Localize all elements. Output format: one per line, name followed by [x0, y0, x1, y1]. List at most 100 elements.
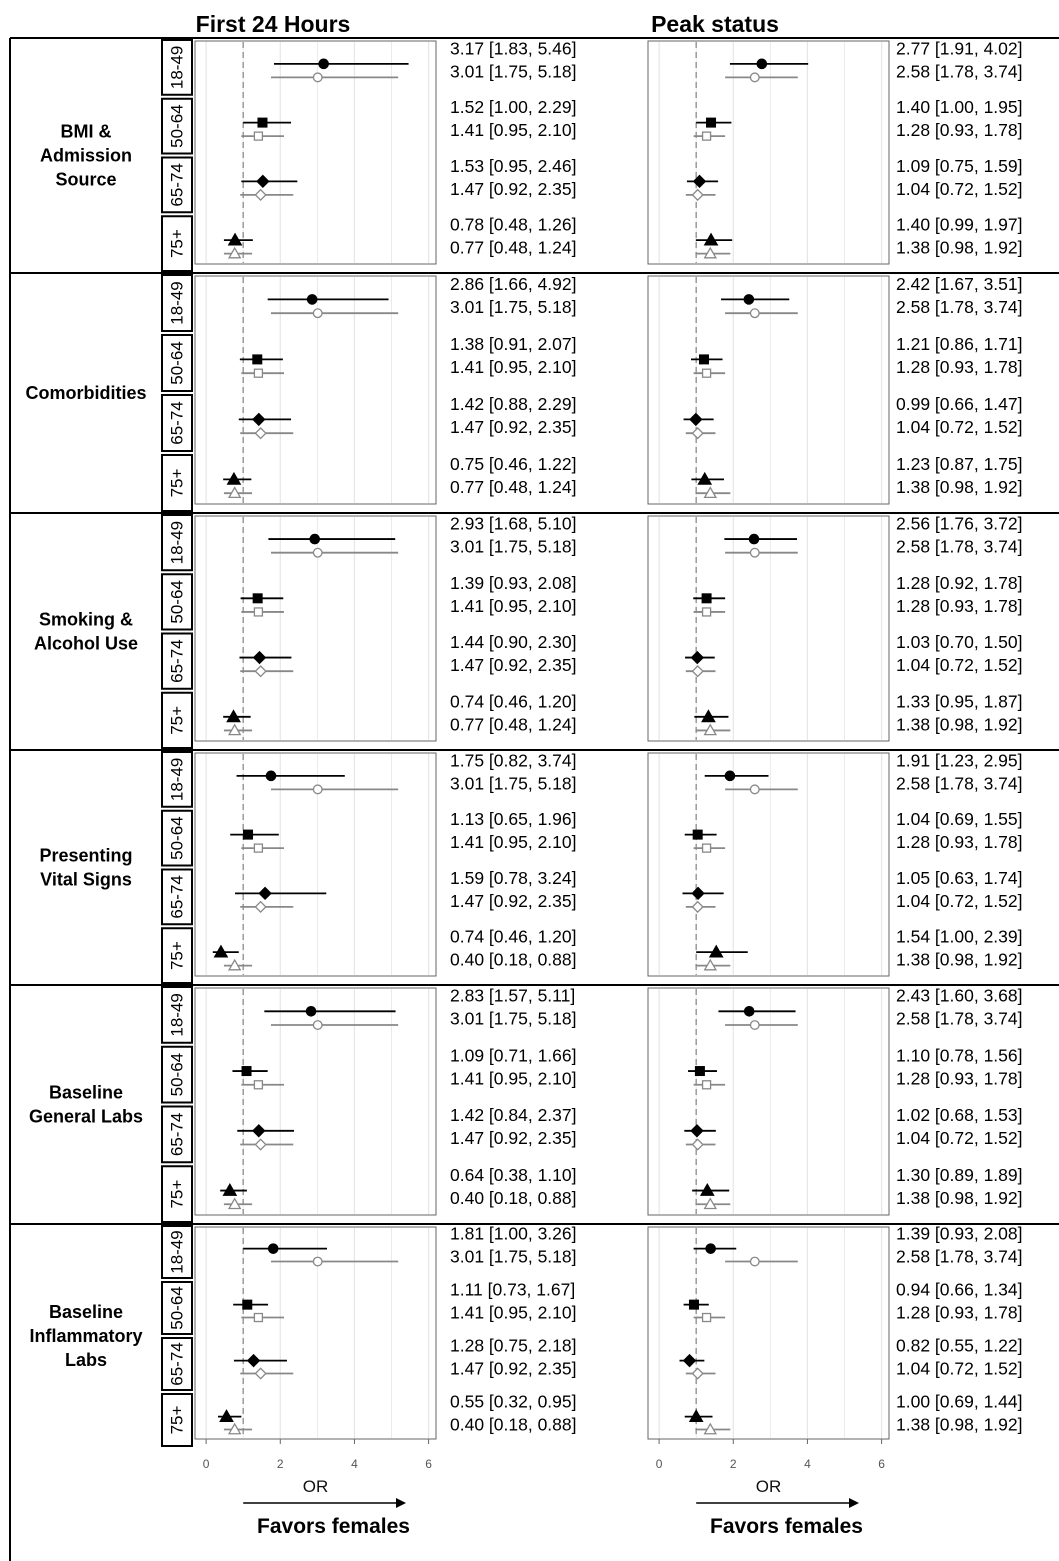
unadjusted-diamond-marker — [254, 665, 267, 678]
group-label: Baseline Inflammatory Labs — [29, 1302, 142, 1370]
adjusted-estimate-label: 1.28 [0.92, 1.78] — [896, 573, 1023, 593]
unadjusted-square-marker — [253, 1312, 264, 1323]
forest-row-18-49: 1.81 [1.00, 3.26] 3.01 [1.75, 5.18] — [243, 1224, 577, 1267]
adjusted-diamond-marker — [256, 174, 270, 189]
adjusted-square-marker — [241, 1066, 252, 1077]
adjusted-estimate-label: 1.42 [0.84, 2.37] — [450, 1105, 577, 1125]
panel-group-presenting-vital-signs: 1.75 [0.82, 3.74] 3.01 [1.75, 5.18] 1.13 [… — [194, 750, 577, 977]
forest-row-18-49: 2.56 [1.76, 3.72] 2.58 [1.78, 3.74] — [724, 514, 1023, 558]
unadjusted-estimate-label: 1.47 [0.92, 2.35] — [450, 655, 577, 675]
adjusted-circle-marker — [265, 770, 277, 782]
panel-title-first-24-hours: First 24 Hours — [196, 11, 351, 37]
forest-row-50-64: 1.21 [0.86, 1.71] 1.28 [0.93, 1.78] — [691, 334, 1023, 378]
unadjusted-circle-marker — [312, 784, 323, 795]
age-strip-label: 65-74 — [168, 639, 187, 682]
age-strip-label: 75+ — [168, 706, 187, 735]
adjusted-square-marker — [242, 1299, 253, 1310]
plot-panel-border — [647, 515, 890, 742]
unadjusted-diamond-marker — [691, 900, 704, 913]
adjusted-square-marker — [694, 1066, 705, 1077]
adjusted-square-marker — [706, 117, 717, 128]
x-tick-label: 2 — [730, 1457, 737, 1471]
group-label-line: Baseline — [49, 1083, 123, 1103]
age-strip-box — [161, 868, 193, 926]
panel-group-bmi-admission-source: 3.17 [1.83, 5.46] 3.01 [1.75, 5.18] 1.52 [… — [194, 38, 577, 265]
x-axis-label: OR — [303, 1477, 329, 1496]
adjusted-estimate-label: 1.09 [0.71, 1.66] — [450, 1045, 577, 1065]
panel-group-bmi-admission-source: 2.77 [1.91, 4.02] 2.58 [1.78, 3.74] 1.40 [… — [647, 38, 1023, 265]
unadjusted-estimate-label: 2.58 [1.78, 3.74] — [896, 1247, 1023, 1267]
forest-row-18-49: 1.75 [0.82, 3.74] 3.01 [1.75, 5.18] — [236, 750, 577, 795]
age-strip-box — [161, 809, 193, 867]
unadjusted-estimate-label: 2.58 [1.78, 3.74] — [896, 537, 1023, 557]
forest-row-65-74: 0.82 [0.55, 1.22] 1.04 [0.72, 1.52] — [679, 1336, 1023, 1380]
unadjusted-estimate-label: 1.47 [0.92, 2.35] — [450, 179, 577, 199]
unadjusted-estimate-label: 1.04 [0.72, 1.52] — [896, 1359, 1023, 1379]
x-axis-peak-status: 0 2 4 6 OR Favors females — [656, 1439, 885, 1538]
forest-row-65-74: 1.02 [0.68, 1.53] 1.04 [0.72, 1.52] — [684, 1105, 1023, 1151]
forest-row-65-74: 1.28 [0.75, 2.18] 1.47 [0.92, 2.35] — [233, 1336, 577, 1380]
adjusted-estimate-label: 2.77 [1.91, 4.02] — [896, 38, 1023, 58]
adjusted-circle-marker — [309, 533, 321, 545]
unadjusted-estimate-label: 0.40 [0.18, 0.88] — [450, 1415, 577, 1435]
age-strip-label: 50-64 — [168, 1053, 187, 1096]
panel-first-24-hours: 3.17 [1.83, 5.46] 3.01 [1.75, 5.18] 1.52 [… — [194, 38, 577, 1440]
forest-row-50-64: 1.39 [0.93, 2.08] 1.41 [0.95, 2.10] — [240, 573, 577, 617]
age-strip-label: 75+ — [168, 469, 187, 498]
forest-row-50-64: 1.10 [0.78, 1.56] 1.28 [0.93, 1.78] — [688, 1045, 1023, 1090]
unadjusted-diamond-marker — [254, 1367, 267, 1380]
favors-arrow-head — [849, 1498, 859, 1508]
forest-row-50-64: 1.11 [0.73, 1.67] 1.41 [0.95, 2.10] — [233, 1280, 577, 1323]
unadjusted-estimate-label: 1.41 [0.95, 2.10] — [450, 832, 577, 852]
unadjusted-triangle-marker — [227, 486, 242, 499]
adjusted-estimate-label: 1.00 [0.69, 1.44] — [896, 1392, 1023, 1412]
forest-row-50-64: 1.28 [0.92, 1.78] 1.28 [0.93, 1.78] — [693, 573, 1023, 617]
adjusted-estimate-label: 2.43 [1.60, 3.68] — [896, 986, 1023, 1006]
favors-females-label: Favors females — [257, 1515, 410, 1538]
forest-row-75plus: 0.78 [0.48, 1.26] 0.77 [0.48, 1.24] — [223, 215, 577, 259]
adjusted-estimate-label: 0.74 [0.46, 1.20] — [450, 927, 577, 947]
panel-group-comorbidities: 2.86 [1.66, 4.92] 3.01 [1.75, 5.18] 1.38 [… — [194, 274, 577, 505]
adjusted-estimate-label: 1.39 [0.93, 2.08] — [896, 1224, 1023, 1244]
unadjusted-estimate-label: 1.04 [0.72, 1.52] — [896, 655, 1023, 675]
unadjusted-estimate-label: 1.47 [0.92, 2.35] — [450, 417, 577, 437]
unadjusted-square-marker — [701, 607, 712, 617]
unadjusted-circle-marker — [312, 308, 323, 319]
forest-row-75plus: 0.55 [0.32, 0.95] 0.40 [0.18, 0.88] — [217, 1392, 577, 1435]
unadjusted-estimate-label: 3.01 [1.75, 5.18] — [450, 537, 577, 557]
age-strip-box — [161, 39, 193, 96]
unadjusted-triangle-marker — [703, 246, 718, 259]
forest-row-50-64: 1.09 [0.71, 1.66] 1.41 [0.95, 2.10] — [232, 1045, 577, 1090]
age-strip-label: 50-64 — [168, 104, 187, 147]
age-strip-box — [161, 751, 193, 808]
age-strip-label: 65-74 — [168, 1342, 187, 1385]
adjusted-circle-marker — [318, 58, 329, 70]
adjusted-triangle-marker — [699, 1183, 715, 1196]
age-strip-box — [161, 1165, 193, 1223]
unadjusted-estimate-label: 1.41 [0.95, 2.10] — [450, 357, 577, 377]
unadjusted-diamond-marker — [691, 1367, 704, 1380]
forest-row-50-64: 1.04 [0.69, 1.55] 1.28 [0.93, 1.78] — [684, 809, 1023, 853]
unadjusted-square-marker — [701, 131, 712, 141]
unadjusted-estimate-label: 1.38 [0.98, 1.92] — [896, 1415, 1023, 1435]
unadjusted-square-marker — [701, 843, 712, 853]
unadjusted-estimate-label: 2.58 [1.78, 3.74] — [896, 773, 1023, 793]
group-label-line: BMI & — [61, 122, 112, 142]
age-strip-label: 75+ — [168, 1406, 187, 1435]
group-label-line: Inflammatory — [29, 1326, 142, 1346]
age-strip-box — [161, 215, 193, 272]
age-strip-label: 75+ — [168, 229, 187, 258]
adjusted-diamond-marker — [692, 174, 707, 189]
unadjusted-triangle-marker — [703, 486, 718, 499]
adjusted-estimate-label: 2.42 [1.67, 3.51] — [896, 274, 1023, 294]
adjusted-square-marker — [252, 593, 263, 604]
adjusted-estimate-label: 1.05 [0.63, 1.74] — [896, 868, 1023, 888]
age-strip-box — [161, 1045, 193, 1104]
unadjusted-circle-marker — [749, 1256, 760, 1267]
plot-panel-border — [647, 752, 890, 977]
unadjusted-triangle-marker — [703, 723, 718, 736]
unadjusted-estimate-label: 1.04 [0.72, 1.52] — [896, 417, 1023, 437]
unadjusted-estimate-label: 1.28 [0.93, 1.78] — [896, 120, 1023, 140]
x-axis-label: OR — [756, 1477, 782, 1496]
